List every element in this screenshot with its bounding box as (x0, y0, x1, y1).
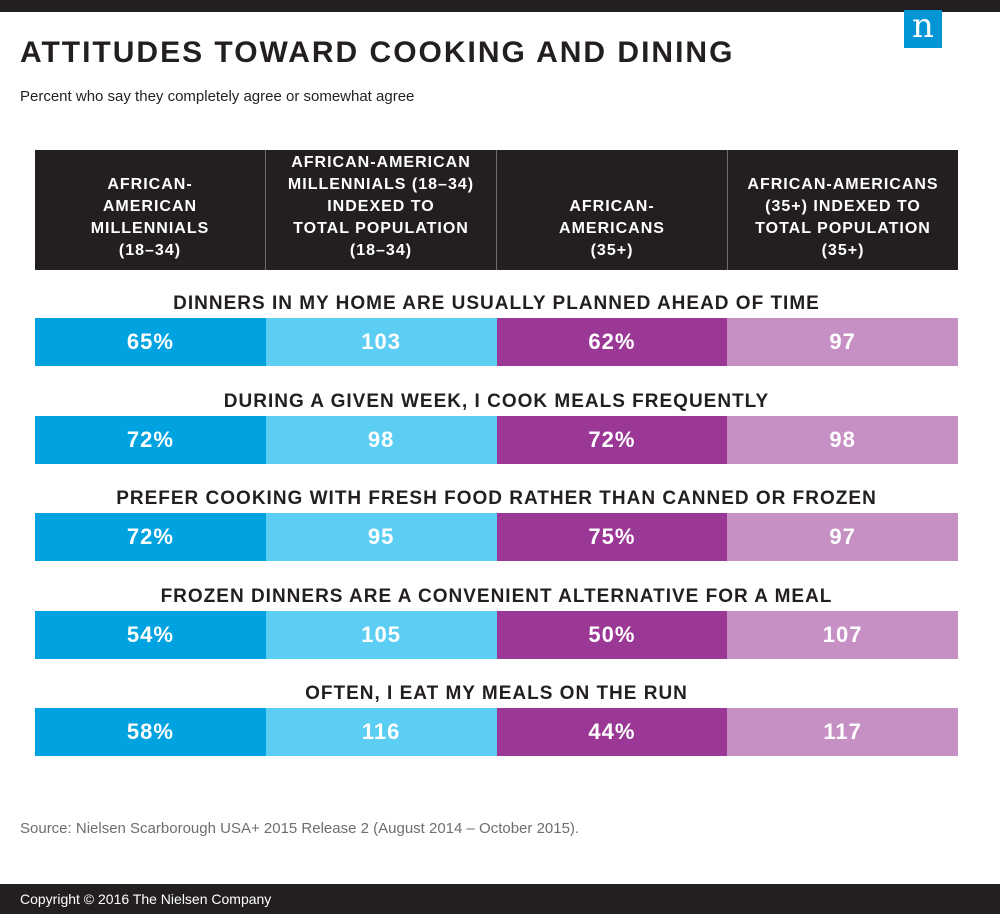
source-note: Source: Nielsen Scarborough USA+ 2015 Re… (20, 820, 580, 837)
value-cell: 65% (35, 318, 266, 366)
value-row: 58% 116 44% 117 (35, 708, 958, 756)
column-header-line: INDEXED TO (327, 198, 435, 215)
value-cell: 105 (265, 610, 497, 659)
copyright-footer: Copyright © 2016 The Nielsen Company (0, 884, 1000, 914)
column-header-line: AFRICAN-AMERICANS (747, 176, 939, 193)
column-header-line: AMERICANS (559, 220, 665, 237)
value-cell: 44% (496, 708, 728, 756)
column-header-line: MILLENNIALS (90, 220, 210, 237)
column-header-line: (35+) (821, 242, 865, 259)
nielsen-logo: n (904, 9, 942, 48)
column-header-line: AFRICAN-AMERICAN (291, 154, 471, 171)
value-cell: 98 (727, 415, 958, 464)
value-cell: 95 (265, 513, 497, 561)
column-header-2: AFRICAN-AMERICAN MILLENNIALS (18–34) INDEX… (265, 150, 496, 270)
statement-label: PREFER COOKING WITH FRESH FOOD RATHER TH… (116, 488, 877, 509)
column-header-1: AFRICAN- AMERICAN MILLENNIALS (18–34) (35, 150, 265, 270)
value-cell: 72% (35, 415, 266, 464)
value-cell: 62% (496, 318, 728, 366)
column-header-line: (18–34) (118, 242, 182, 259)
chart-subtitle: Percent who say they completely agree or… (20, 88, 415, 105)
statement-label: OFTEN, I EAT MY MEALS ON THE RUN (305, 683, 688, 704)
statement-label: DURING A GIVEN WEEK, I COOK MEALS FREQUE… (223, 390, 770, 412)
chart-title: ATTITUDES TOWARD COOKING AND DINING (20, 36, 735, 69)
value-cell: 117 (727, 708, 958, 756)
column-header-line: AFRICAN- (569, 198, 655, 215)
value-cell: 54% (35, 610, 266, 659)
value-cell: 116 (265, 708, 497, 756)
value-cell: 97 (727, 318, 958, 366)
value-cell: 98 (265, 415, 497, 464)
column-header-line: TOTAL POPULATION (293, 220, 469, 237)
value-row: 65% 103 62% 97 (35, 318, 958, 366)
column-header-line: AMERICAN (102, 198, 198, 215)
column-header-line: (35+) (590, 242, 634, 259)
value-row: 54% 105 50% 107 (35, 610, 958, 659)
column-header-line: TOTAL POPULATION (755, 220, 931, 237)
column-header-line: (35+) INDEXED TO (765, 198, 921, 215)
value-cell: 72% (35, 513, 266, 561)
value-row: 72% 98 72% 98 (35, 415, 958, 464)
statement-label: DINNERS IN MY HOME ARE USUALLY PLANNED A… (173, 293, 820, 314)
column-header-line: (18–34) (349, 242, 413, 259)
column-header-row: AFRICAN- AMERICAN MILLENNIALS (18–34) AFRICA… (35, 150, 958, 270)
value-cell: 103 (265, 318, 497, 366)
value-row: 72% 95 75% 97 (35, 513, 958, 561)
value-cell: 75% (496, 513, 728, 561)
top-bar (0, 0, 1000, 12)
value-cell: 97 (727, 513, 958, 561)
value-cell: 107 (727, 610, 958, 659)
column-header-line: AFRICAN- (107, 176, 193, 193)
column-header-4: AFRICAN-AMERICANS (35+) INDEXED TO TOTAL P… (727, 150, 958, 270)
value-cell: 50% (496, 610, 728, 659)
value-cell: 72% (496, 415, 728, 464)
column-header-3: AFRICAN- AMERICANS (35+) (496, 150, 727, 270)
value-cell: 58% (35, 708, 266, 756)
column-header-line: MILLENNIALS (18–34) (287, 176, 475, 193)
statement-label: FROZEN DINNERS ARE A CONVENIENT ALTERNAT… (160, 585, 833, 607)
